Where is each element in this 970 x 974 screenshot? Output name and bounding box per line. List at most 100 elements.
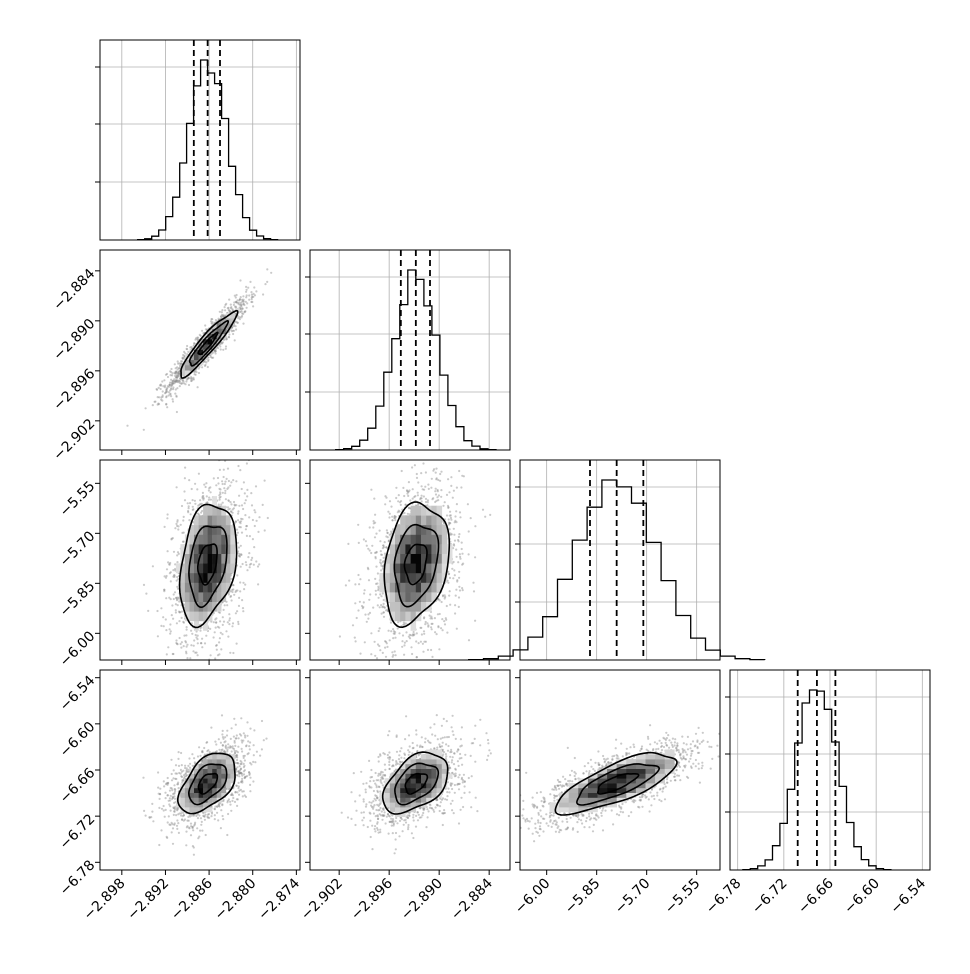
sample-point — [232, 479, 234, 481]
sample-point — [156, 610, 158, 612]
sample-point — [238, 605, 240, 607]
sample-point — [368, 579, 370, 581]
sample-point — [442, 505, 444, 507]
sample-point — [174, 527, 176, 529]
sample-point — [374, 655, 376, 657]
sample-point — [409, 451, 411, 453]
density-cell — [185, 583, 190, 593]
sample-point — [348, 580, 350, 582]
sample-point — [244, 492, 246, 494]
density-cell — [437, 573, 443, 583]
sample-point — [191, 633, 193, 635]
sample-point — [175, 639, 177, 641]
sample-point — [359, 653, 361, 655]
sample-point — [448, 573, 450, 575]
sample-point — [228, 336, 230, 338]
sample-point — [190, 834, 192, 836]
density-cell — [226, 573, 231, 583]
sample-point — [365, 540, 367, 542]
sample-point — [173, 574, 175, 576]
sample-point — [420, 472, 422, 474]
sample-point — [175, 395, 177, 397]
sample-point — [380, 550, 382, 552]
histogram-panel-1 — [305, 250, 510, 450]
density-cell — [194, 515, 199, 525]
sample-point — [237, 532, 239, 534]
sample-point — [443, 620, 445, 622]
sample-point — [386, 532, 388, 534]
sample-point — [383, 689, 385, 691]
sample-point — [188, 507, 190, 509]
sample-point — [196, 638, 198, 640]
sample-point — [236, 444, 238, 446]
density-cell — [203, 563, 208, 573]
sample-point — [202, 677, 204, 679]
sample-point — [386, 679, 388, 681]
sample-point — [167, 376, 169, 378]
sample-point — [243, 481, 245, 483]
sample-point — [379, 540, 381, 542]
sample-point — [220, 648, 222, 650]
sample-point — [229, 485, 231, 487]
sample-point — [169, 628, 171, 630]
sample-point — [377, 572, 379, 574]
sample-point — [468, 530, 470, 532]
sample-point — [210, 654, 212, 656]
sample-point — [421, 485, 423, 487]
sample-point — [183, 516, 185, 518]
sample-point — [170, 368, 172, 370]
sample-point — [383, 557, 385, 559]
sample-point — [382, 592, 384, 594]
sample-point — [192, 650, 194, 652]
sample-point — [430, 487, 432, 489]
sample-point — [366, 545, 368, 547]
sample-point — [252, 305, 254, 307]
density-cell — [411, 592, 417, 602]
sample-point — [264, 529, 266, 531]
sample-point — [170, 759, 172, 761]
sample-point — [233, 718, 235, 720]
sample-point — [242, 508, 244, 510]
sample-point — [439, 473, 441, 475]
sample-point — [249, 281, 251, 283]
density-cell — [230, 544, 235, 554]
panel-content — [126, 268, 272, 431]
sample-point — [175, 611, 177, 613]
sample-point — [177, 758, 179, 760]
sample-point — [126, 425, 128, 427]
density-cell — [194, 544, 199, 554]
sample-point — [423, 630, 425, 632]
density-cell — [405, 592, 411, 602]
sample-point — [458, 606, 460, 608]
density-cell — [194, 611, 199, 621]
sample-point — [410, 634, 412, 636]
sample-point — [421, 633, 423, 635]
sample-point — [184, 477, 186, 479]
sample-point — [250, 492, 252, 494]
sample-point — [489, 514, 491, 516]
sample-point — [157, 635, 159, 637]
sample-point — [434, 631, 436, 633]
sample-point — [216, 649, 218, 651]
sample-point — [153, 666, 155, 668]
sample-point — [461, 475, 463, 477]
sample-point — [389, 639, 391, 641]
sample-point — [432, 470, 434, 472]
sample-point — [169, 572, 171, 574]
sample-point — [430, 687, 432, 689]
sample-point — [451, 568, 453, 570]
sample-point — [380, 569, 382, 571]
sample-point — [251, 296, 253, 298]
sample-point — [168, 394, 170, 396]
sample-point — [375, 557, 377, 559]
sample-point — [221, 314, 223, 316]
density-cell — [437, 525, 443, 535]
sample-point — [375, 533, 377, 535]
sample-point — [175, 388, 177, 390]
sample-point — [448, 518, 450, 520]
sample-point — [246, 735, 248, 737]
sample-point — [369, 593, 371, 595]
sample-point — [228, 623, 230, 625]
density-cell — [180, 583, 185, 593]
sample-point — [394, 662, 396, 664]
